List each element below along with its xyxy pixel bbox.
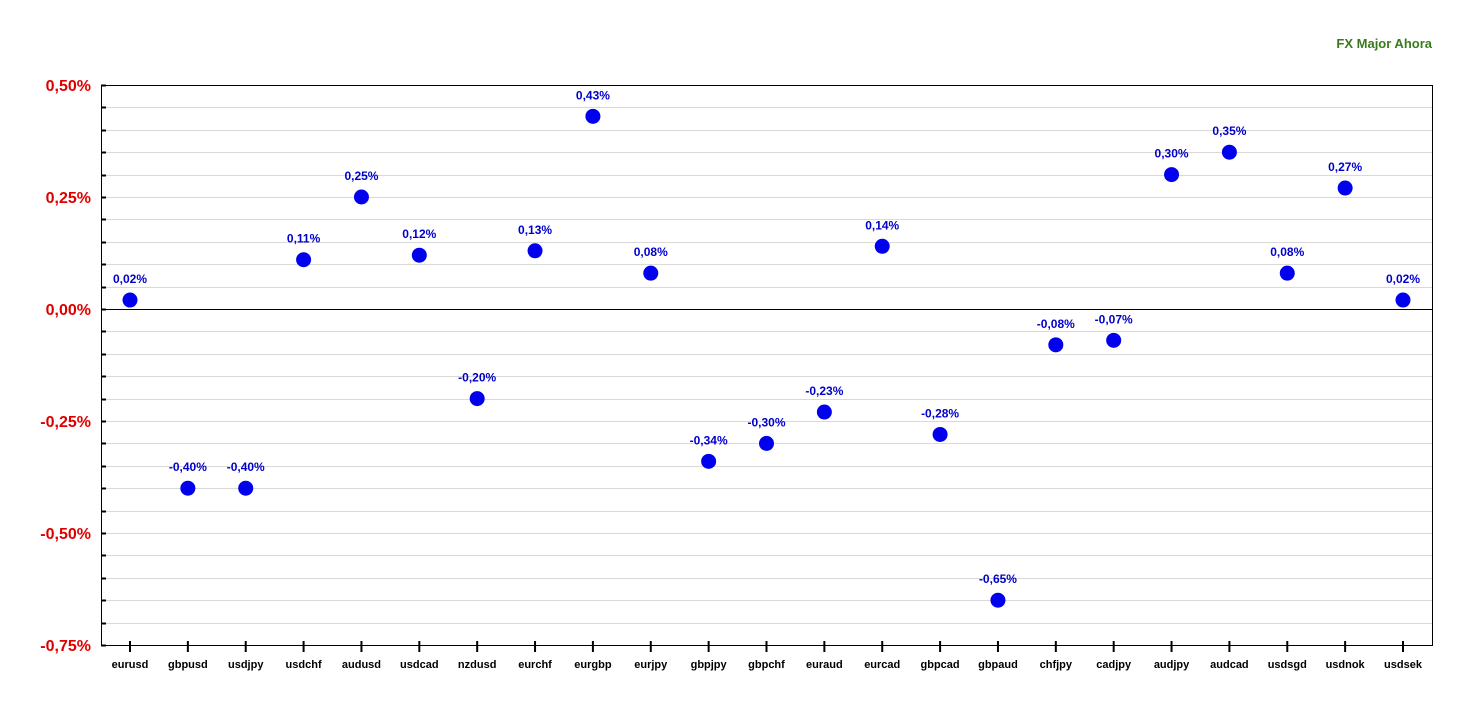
data-point-eurcad — [874, 238, 890, 254]
x-tick-label: nzdusd — [458, 659, 497, 671]
data-point-usdnok — [1337, 180, 1353, 196]
y-tick-label: 0,50% — [46, 78, 91, 95]
x-tick-label: usdcad — [400, 659, 439, 671]
data-label-eurjpy: 0,08% — [634, 245, 668, 259]
y-tick-label: -0,75% — [40, 638, 91, 655]
mark-layer: 0,02% -0,40% -0,40% 0,11% 0,25% 0,12% -0,20% 0,… — [113, 88, 1420, 608]
x-tick-label: usdsgd — [1268, 659, 1307, 671]
x-tick-label: audusd — [342, 659, 381, 671]
data-label-eurgbp: 0,43% — [576, 88, 610, 102]
data-label-nzdusd: -0,20% — [458, 371, 496, 385]
data-label-audjpy: 0,30% — [1155, 147, 1189, 161]
data-label-usdcad: 0,12% — [402, 227, 436, 241]
data-point-usdsek — [1395, 292, 1411, 308]
y-tick-label: -0,50% — [40, 526, 91, 543]
data-label-euraud: -0,23% — [805, 384, 843, 398]
x-tick-label: usdnok — [1326, 659, 1366, 671]
x-tick-label: eurgbp — [574, 659, 612, 671]
data-point-gbpaud — [990, 592, 1006, 608]
data-label-usdsek: 0,02% — [1386, 272, 1420, 286]
data-label-audcad: 0,35% — [1212, 124, 1246, 138]
chart-title: FX Major Ahora — [1336, 36, 1432, 51]
data-label-cadjpy: -0,07% — [1095, 312, 1133, 326]
data-label-gbpjpy: -0,34% — [690, 433, 728, 447]
x-tick-label: gbpjpy — [691, 659, 728, 671]
data-point-gbpchf — [759, 435, 774, 451]
data-point-eurjpy — [643, 265, 659, 281]
data-point-gbpcad — [932, 426, 948, 442]
data-point-usdchf — [296, 252, 312, 268]
data-point-euraud — [816, 404, 832, 420]
data-label-chfjpy: -0,08% — [1037, 317, 1075, 331]
x-tick-label: usdjpy — [228, 659, 264, 671]
x-tick-label: gbpchf — [748, 659, 785, 671]
x-tick-label: gbpcad — [921, 659, 960, 671]
data-point-usdjpy — [238, 480, 254, 496]
data-label-usdsgd: 0,08% — [1270, 245, 1304, 259]
data-point-chfjpy — [1048, 337, 1064, 353]
y-tick-label: -0,25% — [40, 414, 91, 431]
x-tick-label: eurcad — [864, 659, 900, 671]
x-tick-label: audcad — [1210, 659, 1249, 671]
data-label-gbpchf: -0,30% — [747, 415, 785, 429]
x-tick-label: usdsek — [1384, 659, 1423, 671]
data-label-eurchf: 0,13% — [518, 223, 552, 237]
data-label-gbpcad: -0,28% — [921, 406, 959, 420]
x-tick-label: gbpaud — [978, 659, 1018, 671]
data-label-audusd: 0,25% — [344, 169, 378, 183]
y-tick-label: 0,25% — [46, 190, 91, 207]
grid-layer — [101, 85, 1432, 646]
data-point-usdcad — [411, 247, 427, 263]
data-label-gbpusd: -0,40% — [169, 460, 207, 474]
data-label-gbpaud: -0,65% — [979, 572, 1017, 586]
axis-layer: 0,50% 0,25% 0,00% -0,25% -0,50% -0,75% eurusd g… — [40, 78, 1433, 671]
data-point-eurgbp — [585, 108, 601, 124]
data-point-audcad — [1221, 144, 1237, 160]
data-point-audjpy — [1164, 167, 1180, 183]
data-point-audusd — [353, 189, 369, 205]
plot-frame — [101, 85, 1433, 646]
x-tick-label: cadjpy — [1096, 659, 1132, 671]
data-point-eurusd — [122, 292, 138, 308]
x-tick-label: audjpy — [1154, 659, 1190, 671]
data-label-eurusd: 0,02% — [113, 272, 147, 286]
y-tick-label: 0,00% — [46, 302, 91, 319]
data-label-usdnok: 0,27% — [1328, 160, 1362, 174]
x-tick-label: eurchf — [518, 659, 552, 671]
data-label-eurcad: 0,14% — [865, 218, 899, 232]
x-tick-label: euraud — [806, 659, 843, 671]
data-label-usdchf: 0,11% — [287, 232, 321, 246]
data-point-nzdusd — [469, 391, 485, 407]
x-tick-label: eurjpy — [634, 659, 668, 671]
data-point-cadjpy — [1106, 332, 1122, 348]
x-tick-label: usdchf — [286, 659, 322, 671]
x-tick-label: gbpusd — [168, 659, 208, 671]
data-point-usdsgd — [1279, 265, 1295, 281]
data-point-gbpjpy — [701, 453, 717, 469]
x-tick-label: chfjpy — [1040, 659, 1073, 671]
data-point-eurchf — [527, 243, 543, 259]
data-point-gbpusd — [180, 480, 196, 496]
data-label-usdjpy: -0,40% — [227, 460, 265, 474]
x-tick-label: eurusd — [112, 659, 149, 671]
